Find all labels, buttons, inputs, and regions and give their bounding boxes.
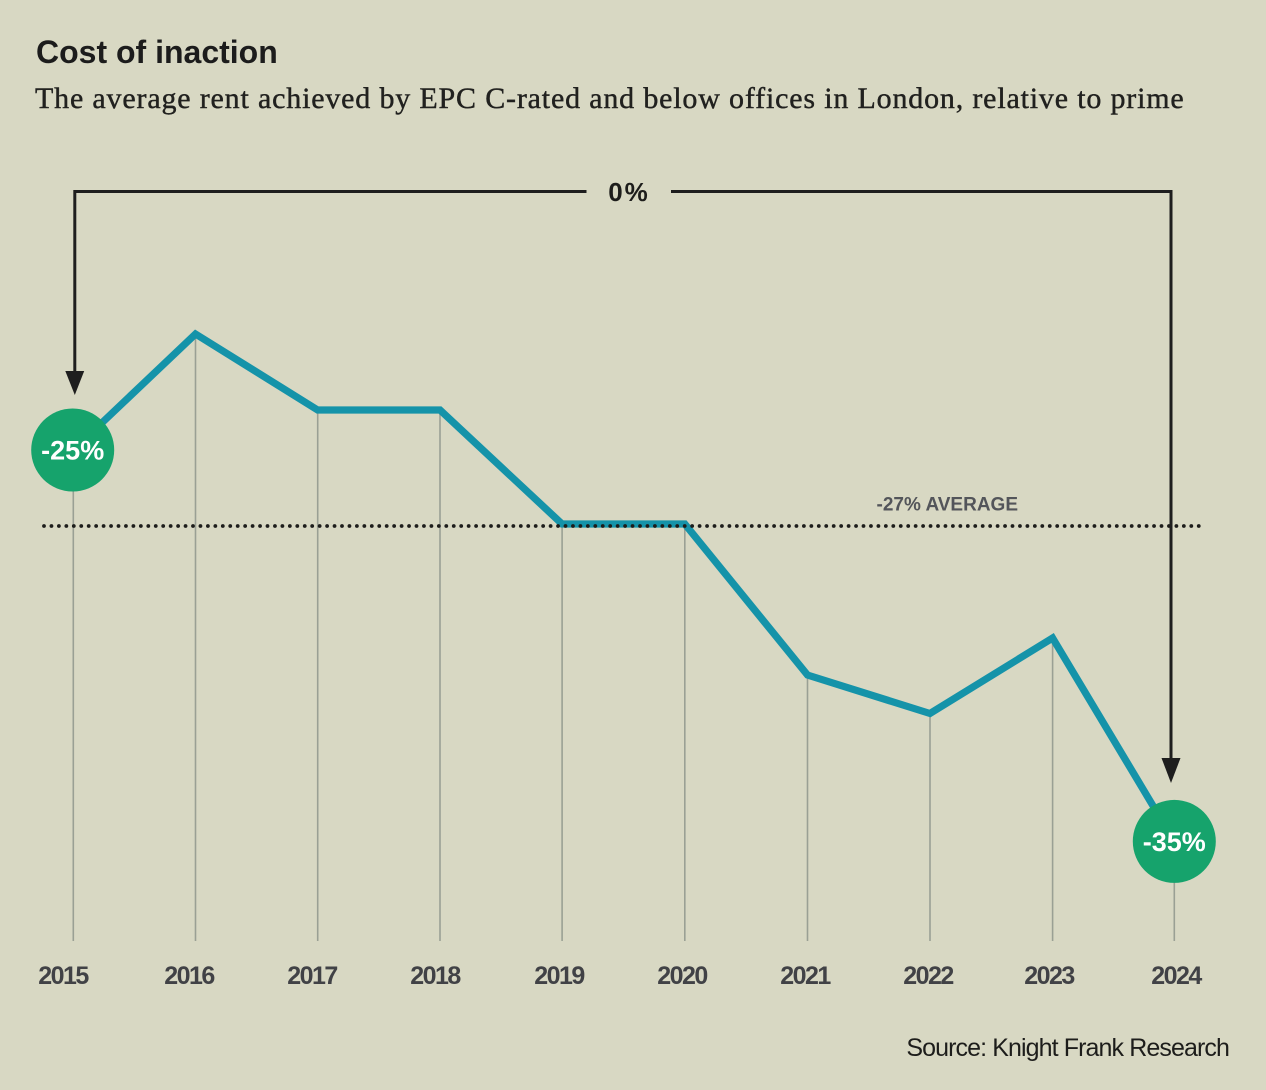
svg-text:2018: 2018 bbox=[410, 962, 461, 990]
svg-text:The average rent achieved by E: The average rent achieved by EPC C-rated… bbox=[35, 82, 1185, 115]
svg-text:2021: 2021 bbox=[780, 962, 831, 990]
svg-text:2019: 2019 bbox=[534, 962, 584, 990]
svg-text:2020: 2020 bbox=[657, 962, 707, 990]
svg-text:2023: 2023 bbox=[1024, 962, 1074, 990]
svg-text:2022: 2022 bbox=[903, 962, 953, 990]
svg-text:2016: 2016 bbox=[164, 962, 214, 990]
svg-text:2015: 2015 bbox=[38, 962, 89, 990]
svg-text:2024: 2024 bbox=[1151, 962, 1202, 990]
svg-text:0%: 0% bbox=[608, 177, 650, 207]
svg-text:-35%: -35% bbox=[1143, 827, 1206, 857]
svg-text:Source: Knight Frank Research: Source: Knight Frank Research bbox=[906, 1034, 1229, 1062]
svg-text:-25%: -25% bbox=[41, 436, 104, 466]
svg-text:2017: 2017 bbox=[287, 962, 337, 990]
svg-text:-27% AVERAGE: -27% AVERAGE bbox=[877, 495, 1018, 516]
svg-text:Cost of inaction: Cost of inaction bbox=[36, 34, 278, 70]
